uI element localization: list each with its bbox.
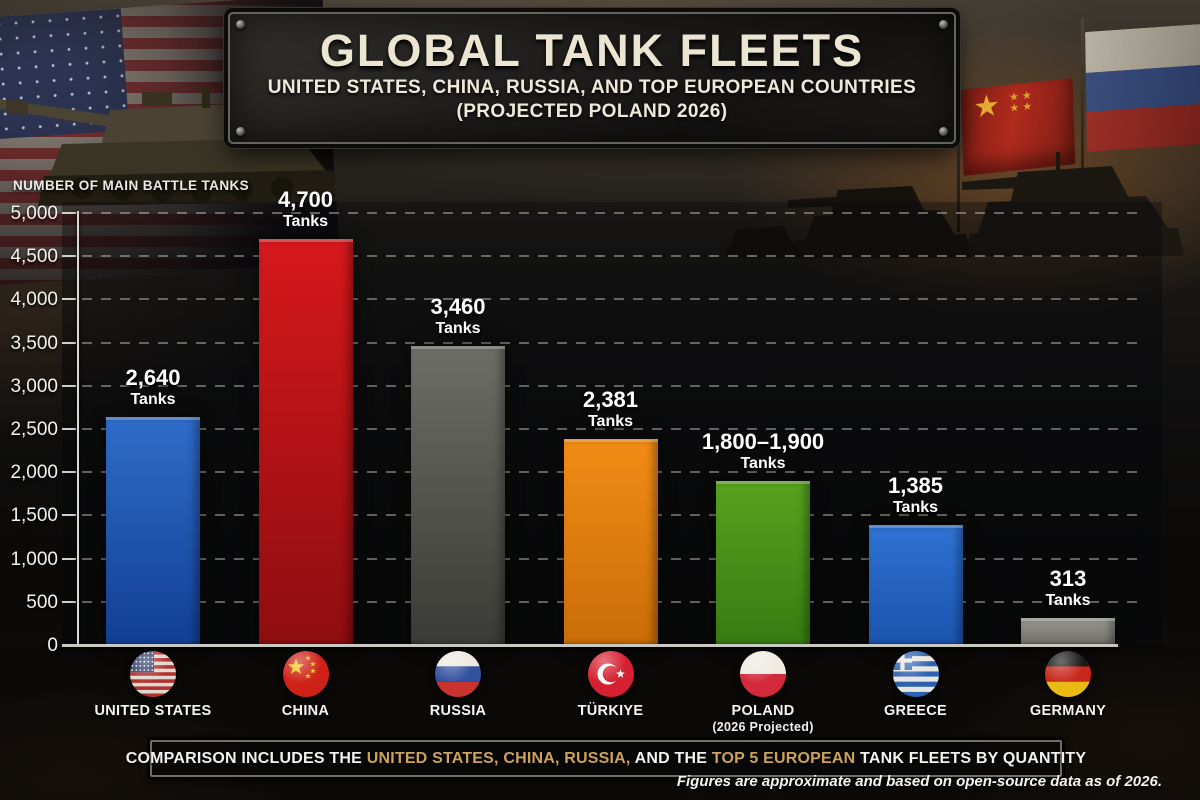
y-axis-tick-label: 3,500 — [10, 332, 58, 354]
country-label: RUSSIA — [429, 703, 487, 719]
china-flagpole — [957, 72, 960, 232]
y-axis-tick — [62, 298, 76, 301]
value-unit: Tanks — [587, 413, 634, 430]
page-subtitle-2: (PROJECTED POLAND 2026) — [456, 101, 728, 122]
country-label: UNITED STATES — [94, 703, 212, 719]
bar-gr — [868, 525, 963, 645]
y-axis-tick-label: 2,500 — [10, 419, 58, 440]
gridline — [82, 428, 1143, 430]
value-unit: Tanks — [282, 213, 329, 230]
bar-tr — [563, 439, 658, 645]
value-label: 1,800–1,900 Tanks — [673, 430, 853, 473]
value-label: 2,381 Tanks — [521, 388, 701, 431]
y-axis-tick-label: 2,000 — [10, 462, 58, 484]
y-axis-title: NUMBER OF MAIN BATTLE TANKS — [13, 178, 250, 193]
footer-plain-text: AND THE — [630, 749, 712, 767]
title-plaque: GLOBAL TANK FLEETS UNITED STATES, CHINA,… — [228, 12, 956, 144]
y-axis-tick-label: 4,500 — [10, 246, 58, 268]
footer-highlight-text: UNITED STATES, CHINA, RUSSIA, — [366, 749, 631, 767]
bar-de — [1021, 618, 1115, 645]
value-unit: Tanks — [1045, 592, 1091, 609]
gridline — [82, 255, 1143, 258]
value-label: 2,640 Tanks — [63, 366, 243, 409]
country-label: CHINA — [281, 703, 330, 719]
y-axis-tick-label: 3,000 — [10, 375, 58, 397]
country-label: TÜRKIYE — [577, 703, 644, 719]
country-label: GREECE — [883, 703, 948, 719]
y-axis-tick — [62, 255, 76, 258]
value-number: 313 — [1049, 566, 1087, 591]
y-axis-line — [77, 211, 79, 647]
y-axis-tick-label: 4,000 — [10, 289, 58, 311]
y-axis-tick — [62, 557, 76, 560]
bar-pl — [716, 481, 810, 645]
value-number: 4,700 — [277, 187, 334, 212]
bar-cn — [258, 239, 353, 645]
china-flag-backdrop: ★ ★ ★ ★ ★ — [960, 78, 1076, 176]
china-flag-small-stars: ★ ★ ★ ★ — [1008, 89, 1033, 115]
gridline — [82, 341, 1143, 344]
y-axis-tick — [62, 428, 76, 430]
x-axis-baseline — [62, 644, 1118, 647]
value-label: 1,385 Tanks — [826, 474, 1006, 517]
footer-plain-text: TANK FLEETS BY QUANTITY — [855, 749, 1087, 767]
flag-cn-icon — [282, 651, 329, 697]
y-axis-tick-label: 1,000 — [10, 548, 58, 570]
rivet-icon — [236, 20, 245, 29]
y-axis-tick — [62, 384, 76, 387]
country-label: GERMANY — [1029, 703, 1107, 719]
value-label: 313 Tanks — [978, 567, 1158, 610]
y-axis-tick-label: 1,500 — [10, 505, 58, 527]
flag-gr-icon — [892, 651, 939, 697]
value-number: 1,800–1,900 — [701, 429, 825, 454]
page-subtitle: UNITED STATES, CHINA, RUSSIA, AND TOP EU… — [267, 77, 917, 98]
rivet-icon — [939, 20, 948, 29]
y-axis-tick-label: 5,000 — [10, 203, 58, 224]
source-footnote: Figures are approximate and based on ope… — [676, 773, 1162, 790]
flag-pl-icon — [740, 651, 786, 697]
country-label: POLAND (2026 Projected) — [678, 703, 848, 735]
value-unit: Tanks — [435, 320, 481, 337]
flag-de-icon — [1045, 651, 1091, 697]
rivet-icon — [236, 127, 245, 136]
value-number: 1,385 — [887, 473, 944, 498]
value-label: 4,700 Tanks — [216, 188, 396, 231]
flag-tr-icon — [587, 651, 634, 697]
value-unit: Tanks — [740, 455, 786, 472]
y-axis-tick — [62, 600, 76, 603]
value-unit: Tanks — [130, 391, 176, 408]
value-number: 3,460 — [430, 294, 486, 319]
y-axis-tick-label: 0 — [47, 635, 58, 656]
y-axis-tick — [62, 341, 76, 344]
footer-plain-text: COMPARISON INCLUDES THE — [125, 749, 367, 767]
value-number: 2,381 — [582, 387, 639, 412]
bar-ru — [411, 346, 505, 645]
footer-banner: COMPARISON INCLUDES THE UNITED STATES, C… — [126, 740, 1086, 777]
gridline — [82, 212, 1143, 214]
gridline — [82, 298, 1143, 301]
russia-flagpole — [1081, 18, 1084, 230]
bar-us — [106, 417, 200, 645]
russia-flag-backdrop — [1085, 23, 1200, 153]
rivet-icon — [939, 127, 948, 136]
footer-text: COMPARISON INCLUDES THE UNITED STATES, C… — [126, 750, 1087, 768]
page-title: GLOBAL TANK FLEETS — [319, 25, 865, 76]
footer-highlight-text: TOP 5 EUROPEAN — [711, 749, 856, 767]
y-axis-tick — [62, 212, 76, 214]
y-axis-tick — [62, 471, 76, 474]
value-unit: Tanks — [892, 499, 939, 516]
value-label: 3,460 Tanks — [368, 295, 548, 338]
country-sublabel: (2026 Projected) — [712, 720, 814, 734]
china-flag-star-icon: ★ — [972, 88, 1001, 125]
y-axis-tick — [62, 514, 76, 517]
flag-us-icon — [130, 651, 176, 697]
value-number: 2,640 — [125, 365, 181, 390]
flag-ru-icon — [435, 651, 481, 697]
y-axis-tick-label: 500 — [26, 591, 58, 613]
gridline — [82, 384, 1143, 387]
